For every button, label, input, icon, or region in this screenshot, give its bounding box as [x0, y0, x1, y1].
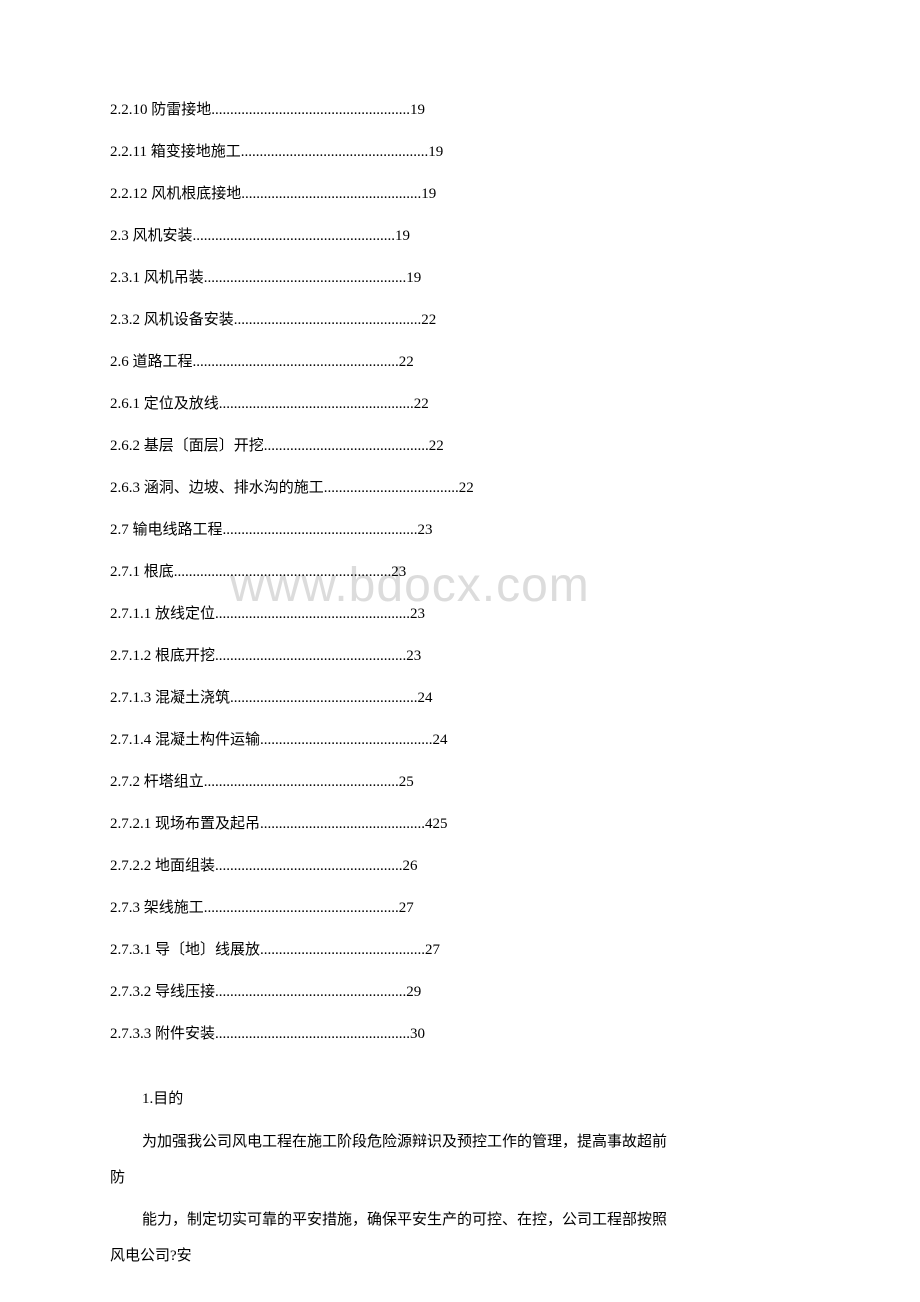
toc-dots: ........................................…	[260, 816, 425, 832]
toc-title: 2.7.3.2 导线压接	[110, 984, 215, 1000]
toc-dots: ........................................…	[193, 354, 399, 370]
toc-dots: ........................................…	[241, 186, 421, 202]
toc-page: 22	[429, 438, 444, 454]
toc-entry: 2.7.3.3 附件安装............................…	[110, 1024, 810, 1045]
toc-entry: 2.7.1.3 混凝土浇筑...........................…	[110, 688, 810, 709]
toc-entry: 2.6 道路工程................................…	[110, 352, 810, 373]
toc-dots: ........................................…	[215, 858, 403, 874]
toc-page: 24	[418, 690, 433, 706]
toc-page: 22	[414, 396, 429, 412]
toc-title: 2.3 风机安装	[110, 228, 193, 244]
toc-entry: 2.2.11 箱变接地施工...........................…	[110, 142, 810, 163]
toc-entry: 2.2.12 风机根底接地...........................…	[110, 184, 810, 205]
toc-page: 23	[418, 522, 433, 538]
toc-page: 29	[406, 984, 421, 1000]
toc-title: 2.3.1 风机吊装	[110, 270, 204, 286]
toc-entry: 2.6.3 涵洞、边坡、排水沟的施工......................…	[110, 478, 810, 499]
toc-entry: 2.7.2 杆塔组立..............................…	[110, 772, 810, 793]
toc-title: 2.7.1.3 混凝土浇筑	[110, 690, 230, 706]
toc-entry: 2.7.3.2 导线压接............................…	[110, 982, 810, 1003]
toc-page: 19	[421, 186, 436, 202]
toc-dots: ........................................…	[230, 690, 418, 706]
toc-page: 25	[399, 774, 414, 790]
toc-page: 23	[391, 564, 406, 580]
toc-title: 2.3.2 风机设备安装	[110, 312, 234, 328]
toc-dots: ........................................…	[215, 984, 406, 1000]
toc-title: 2.7.1.1 放线定位	[110, 606, 215, 622]
toc-entry: 2.6.2 基层〔面层〕开挖..........................…	[110, 436, 810, 457]
toc-page: 24	[433, 732, 448, 748]
toc-dots: ........................................…	[211, 102, 410, 118]
toc-dots: ........................................…	[215, 606, 410, 622]
toc-entry: 2.7.3.1 导〔地〕线展放.........................…	[110, 940, 810, 961]
toc-title: 2.7.1 根底	[110, 564, 174, 580]
toc-page: 27	[425, 942, 440, 958]
toc-dots: ........................................…	[204, 900, 399, 916]
toc-title: 2.7 输电线路工程	[110, 522, 223, 538]
toc-dots: ........................................…	[174, 564, 392, 580]
toc-entry: 2.3.1 风机吊装..............................…	[110, 268, 810, 289]
body-paragraph: 为加强我公司风电工程在施工阶段危险源辩识及预控工作的管理，提高事故超前	[110, 1130, 810, 1154]
toc-title: 2.7.2 杆塔组立	[110, 774, 204, 790]
toc-page: 19	[428, 144, 443, 160]
toc-dots: ........................................…	[260, 732, 433, 748]
toc-page: 23	[410, 606, 425, 622]
toc-entry: 2.7.2.2 地面组装............................…	[110, 856, 810, 877]
toc-page: 22	[399, 354, 414, 370]
toc-title: 2.2.12 风机根底接地	[110, 186, 241, 202]
toc-page: 22	[421, 312, 436, 328]
body-paragraph-cont: 防	[110, 1166, 810, 1190]
toc-page: 19	[406, 270, 421, 286]
toc-page: 425	[425, 816, 448, 832]
toc-dots: ....................................	[324, 480, 459, 496]
toc-page: 23	[406, 648, 421, 664]
toc-dots: ........................................…	[193, 228, 396, 244]
toc-entry: 2.7.1 根底................................…	[110, 562, 810, 583]
toc-title: 2.6.1 定位及放线	[110, 396, 219, 412]
toc-title: 2.7.3 架线施工	[110, 900, 204, 916]
toc-page: 19	[410, 102, 425, 118]
toc-page: 30	[410, 1026, 425, 1042]
toc-title: 2.7.3.3 附件安装	[110, 1026, 215, 1042]
page-content: 2.2.10 防雷接地.............................…	[110, 100, 810, 1268]
toc-entry: 2.7.3 架线施工..............................…	[110, 898, 810, 919]
toc-dots: ........................................…	[264, 438, 429, 454]
toc-title: 2.7.1.2 根底开挖	[110, 648, 215, 664]
toc-entry: 2.6.1 定位及放线.............................…	[110, 394, 810, 415]
toc-page: 19	[395, 228, 410, 244]
toc-entry: 2.3.2 风机设备安装............................…	[110, 310, 810, 331]
toc-title: 2.7.1.4 混凝土构件运输	[110, 732, 260, 748]
toc-dots: ........................................…	[234, 312, 422, 328]
toc-dots: ........................................…	[204, 270, 407, 286]
toc-dots: ........................................…	[215, 648, 406, 664]
toc-page: 27	[399, 900, 414, 916]
toc-dots: ........................................…	[215, 1026, 410, 1042]
toc-title: 2.7.2.2 地面组装	[110, 858, 215, 874]
toc-entry: 2.7.1.2 根底开挖............................…	[110, 646, 810, 667]
body-paragraph-cont: 风电公司?安	[110, 1244, 810, 1268]
toc-entry: 2.7 输电线路工程..............................…	[110, 520, 810, 541]
toc-entry: 2.7.1.4 混凝土构件运输.........................…	[110, 730, 810, 751]
toc-dots: ........................................…	[219, 396, 414, 412]
toc-title: 2.2.10 防雷接地	[110, 102, 211, 118]
toc-title: 2.7.2.1 现场布置及起吊	[110, 816, 260, 832]
toc-entry: 2.2.10 防雷接地.............................…	[110, 100, 810, 121]
toc-dots: ........................................…	[260, 942, 425, 958]
toc-dots: ........................................…	[223, 522, 418, 538]
toc-title: 2.7.3.1 导〔地〕线展放	[110, 942, 260, 958]
toc-title: 2.6.2 基层〔面层〕开挖	[110, 438, 264, 454]
body-paragraph: 能力，制定切实可靠的平安措施，确保平安生产的可控、在控，公司工程部按照	[110, 1208, 810, 1232]
section-heading: 1.目的	[110, 1087, 810, 1108]
toc-entry: 2.7.2.1 现场布置及起吊.........................…	[110, 814, 810, 835]
toc-dots: ........................................…	[204, 774, 399, 790]
toc-title: 2.6 道路工程	[110, 354, 193, 370]
toc-title: 2.2.11 箱变接地施工	[110, 144, 241, 160]
toc-page: 26	[403, 858, 418, 874]
toc-page: 22	[459, 480, 474, 496]
toc-entry: 2.3 风机安装................................…	[110, 226, 810, 247]
toc-title: 2.6.3 涵洞、边坡、排水沟的施工	[110, 480, 324, 496]
toc-dots: ........................................…	[241, 144, 429, 160]
toc-entry: 2.7.1.1 放线定位............................…	[110, 604, 810, 625]
